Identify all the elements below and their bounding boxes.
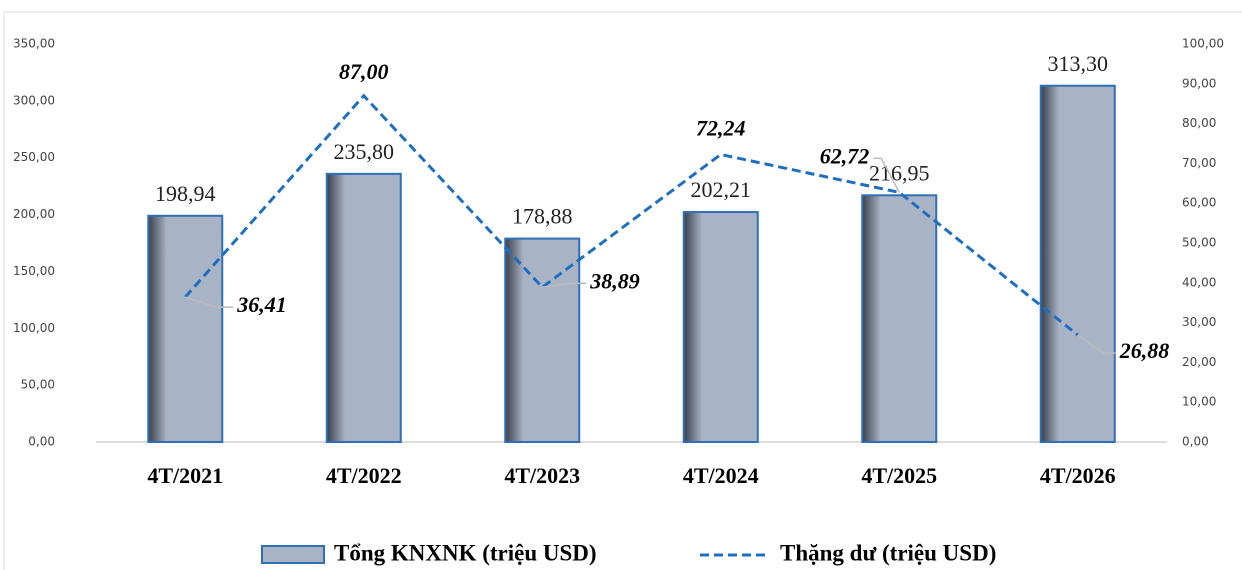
bar-value-label: 198,94 xyxy=(155,181,216,206)
y-tick-label: 350,00 xyxy=(13,37,55,51)
y-tick-label: 200,00 xyxy=(13,207,55,221)
bar xyxy=(147,214,224,443)
bar xyxy=(1039,84,1116,443)
y-tick-label: 250,00 xyxy=(13,150,55,164)
legend-swatch xyxy=(261,545,325,564)
legend-label: Tổng KNXNK (triệu USD) xyxy=(334,540,597,565)
x-tick-label: 4T/2026 xyxy=(1040,463,1116,488)
y-tick-label: 300,00 xyxy=(13,93,55,107)
line-value-label: 87,00 xyxy=(339,59,389,84)
leader-line xyxy=(542,282,587,288)
y2-tick-label: 20,00 xyxy=(1182,355,1216,369)
line-value-label: 72,24 xyxy=(696,116,746,141)
y2-tick-label: 100,00 xyxy=(1182,37,1224,51)
bar xyxy=(861,194,938,443)
y2-tick-label: 60,00 xyxy=(1182,196,1216,210)
x-tick-label: 4T/2021 xyxy=(147,463,223,488)
leader-line xyxy=(1077,334,1116,354)
y2-tick-label: 0,00 xyxy=(1182,435,1209,449)
bar-value-label: 235,80 xyxy=(334,139,395,164)
y2-tick-label: 40,00 xyxy=(1182,275,1216,289)
y-tick-label: 100,00 xyxy=(13,321,55,335)
y2-tick-label: 50,00 xyxy=(1182,236,1216,250)
line-value-label: 38,89 xyxy=(589,268,640,293)
y2-tick-label: 30,00 xyxy=(1182,315,1216,329)
x-tick-label: 4T/2024 xyxy=(683,463,759,488)
leader-line xyxy=(873,157,900,193)
bar xyxy=(325,172,402,443)
bar-value-label: 178,88 xyxy=(512,204,573,229)
line-value-label: 62,72 xyxy=(820,143,870,168)
y2-tick-label: 80,00 xyxy=(1182,116,1216,130)
bar xyxy=(682,211,759,443)
y2-tick-label: 10,00 xyxy=(1182,395,1216,409)
bar xyxy=(504,237,581,443)
leader-line xyxy=(185,296,234,308)
x-tick-label: 4T/2022 xyxy=(326,463,402,488)
y-tick-label: 150,00 xyxy=(13,264,55,278)
x-tick-label: 4T/2023 xyxy=(504,463,580,488)
bar-value-label: 202,21 xyxy=(691,177,752,202)
y-tick-label: 0,00 xyxy=(28,435,55,449)
legend-label: Thặng dư (triệu USD) xyxy=(780,540,996,565)
y2-tick-label: 70,00 xyxy=(1182,156,1216,170)
y2-tick-label: 90,00 xyxy=(1182,76,1216,90)
x-tick-label: 4T/2025 xyxy=(861,463,937,488)
bar-value-label: 313,30 xyxy=(1048,51,1109,76)
y-tick-label: 50,00 xyxy=(21,378,55,392)
line xyxy=(184,93,1079,337)
bar-value-label: 216,95 xyxy=(869,160,930,185)
line-value-label: 26,88 xyxy=(1119,338,1170,363)
line-value-label: 36,41 xyxy=(236,292,287,317)
frame xyxy=(3,11,1242,570)
